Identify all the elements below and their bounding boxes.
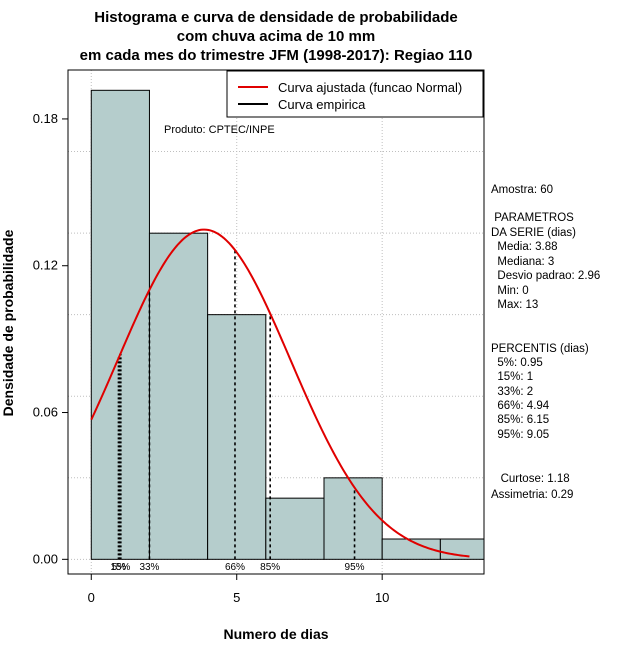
percentile-label: 85% bbox=[260, 562, 280, 573]
stats-line: PARAMETROS bbox=[491, 212, 574, 224]
x-axis-label: Numero de dias bbox=[223, 626, 328, 642]
axes: 0 5 10 0.00 0.06 0.12 0.18 bbox=[33, 69, 485, 605]
title-line: com chuva acima de 10 mm bbox=[177, 28, 375, 45]
stats-line: 66%: 4.94 bbox=[491, 400, 550, 412]
y-tick-label: 0.06 bbox=[33, 405, 58, 420]
histogram-bar bbox=[207, 314, 267, 560]
credit-text: Produto: CPTEC/INPE bbox=[164, 124, 275, 136]
stats-line: Mediana: 3 bbox=[491, 256, 554, 268]
stats-line: Assimetria: 0.29 bbox=[491, 489, 573, 501]
normal-curve-line bbox=[90, 228, 470, 558]
percentile-label: 15% bbox=[110, 562, 130, 573]
legend: Curva ajustada (funcao Normal) Curva empi… bbox=[226, 70, 484, 118]
y-tick-label: 0.18 bbox=[33, 111, 58, 126]
stats-line: Media: 3.88 bbox=[491, 241, 557, 253]
y-tick-label: 0.00 bbox=[33, 551, 58, 566]
chart-title: Histograma e curva de densidade de proba… bbox=[80, 9, 473, 64]
stats-line: DA SERIE (dias) bbox=[491, 227, 576, 239]
histogram-bar bbox=[90, 89, 150, 560]
legend-entry-label: Curva ajustada (funcao Normal) bbox=[278, 80, 462, 95]
stats-panel: Amostra: 60 PARAMETROS DA SERIE (dias) Me… bbox=[491, 184, 600, 501]
percentile-label: 33% bbox=[139, 562, 159, 573]
percentile-label: 95% bbox=[345, 562, 365, 573]
stats-line: Max: 13 bbox=[491, 299, 538, 311]
stats-line: 5%: 0.95 bbox=[491, 357, 543, 369]
x-tick-label: 0 bbox=[88, 590, 95, 605]
histogram-bar bbox=[265, 497, 325, 560]
title-line: Histograma e curva de densidade de proba… bbox=[94, 9, 457, 26]
plot-border bbox=[67, 69, 485, 575]
histogram-bar bbox=[148, 232, 209, 560]
stats-line: PERCENTIS (dias) bbox=[491, 343, 589, 355]
y-axis-label: Densidade de probabilidade bbox=[0, 229, 16, 416]
percentile-label: 5% bbox=[112, 562, 127, 573]
stats-line: 33%: 2 bbox=[491, 386, 533, 398]
x-tick-label: 5 bbox=[233, 590, 240, 605]
legend-box bbox=[226, 70, 484, 118]
x-tick-label: 10 bbox=[375, 590, 389, 605]
stats-line: 85%: 6.15 bbox=[491, 414, 549, 426]
stats-line: Desvio padrao: 2.96 bbox=[491, 270, 600, 282]
fitted-curve bbox=[90, 228, 470, 558]
percentile-lines: 5%15% 33% 66% 85% 95% bbox=[110, 250, 365, 573]
stats-line: 95%: 9.05 bbox=[491, 429, 549, 441]
stats-line: Amostra: 60 bbox=[491, 184, 553, 196]
stats-line: Min: 0 bbox=[491, 285, 529, 297]
title-line: em cada mes do trimestre JFM (1998-2017)… bbox=[80, 47, 473, 64]
histogram-bar bbox=[323, 477, 383, 560]
histogram-bars bbox=[90, 89, 485, 560]
y-tick-label: 0.12 bbox=[33, 258, 58, 273]
legend-entry-label: Curva empirica bbox=[278, 97, 366, 112]
stats-line: 15%: 1 bbox=[491, 371, 533, 383]
stats-line: Curtose: 1.18 bbox=[491, 473, 570, 485]
percentile-label: 66% bbox=[225, 562, 245, 573]
